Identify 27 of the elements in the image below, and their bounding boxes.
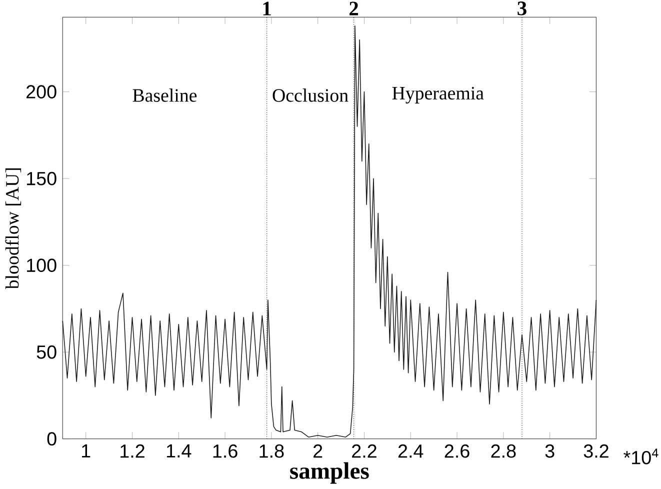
annotation: Hyperaemia [392, 86, 484, 104]
x-tick-label: 2.2 [352, 444, 376, 458]
x-tick-label: 1 [82, 444, 90, 458]
text: 1 [263, 2, 271, 16]
y-tick-label: 0 [47, 432, 56, 446]
y-tick-label: 150 [27, 172, 56, 186]
annotation: Baseline [132, 88, 197, 102]
line-series [62, 26, 597, 438]
x-tick-label: 2.4 [398, 444, 424, 458]
x-tick-label: 1.6 [213, 444, 238, 458]
y-tick-label: 200 [26, 85, 56, 99]
x-tick-label: 2.8 [491, 444, 516, 458]
x-tick-label: 2 [314, 444, 322, 458]
text: 3 [518, 2, 526, 16]
x-tick-label: 2.6 [444, 444, 470, 458]
y-axis-title: bloodflow [AU] [5, 168, 22, 290]
x-tick-label: 3 [545, 444, 554, 458]
x-tick-label: 1.8 [260, 444, 284, 458]
x-tick-label: 3.2 [584, 444, 608, 458]
annotation: Occlusion [272, 88, 348, 102]
x-tick-label: 1.2 [120, 444, 144, 458]
text: 2 [350, 2, 358, 16]
y-tick-label: 50 [36, 345, 56, 359]
y-tick-label: 100 [27, 258, 56, 272]
text: *10$^{4}$ [624, 448, 658, 464]
x-tick-label: 1.4 [166, 444, 192, 458]
x-axis-title: samples [290, 462, 369, 484]
